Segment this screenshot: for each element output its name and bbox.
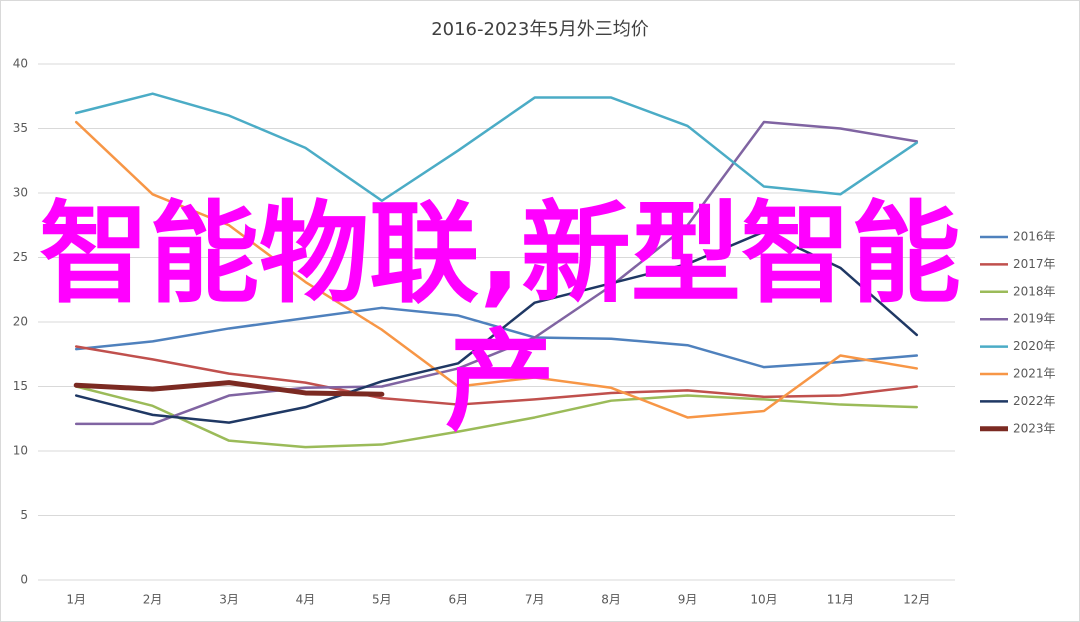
x-tick-label: 8月 xyxy=(601,593,621,607)
y-tick-label: 20 xyxy=(13,315,28,329)
legend-label: 2023年 xyxy=(1013,421,1056,435)
y-tick-label: 10 xyxy=(13,444,28,458)
legend-label: 2019年 xyxy=(1013,312,1056,326)
x-tick-label: 7月 xyxy=(525,593,545,607)
x-tick-label: 4月 xyxy=(296,593,316,607)
x-tick-label: 6月 xyxy=(448,593,468,607)
y-tick-label: 30 xyxy=(13,186,28,200)
x-tick-label: 1月 xyxy=(66,593,86,607)
legend-label: 2016年 xyxy=(1013,230,1056,244)
x-tick-label: 11月 xyxy=(827,593,854,607)
y-tick-label: 25 xyxy=(13,250,28,264)
y-tick-label: 0 xyxy=(20,573,28,587)
y-tick-label: 15 xyxy=(13,379,28,393)
legend-label: 2017年 xyxy=(1013,257,1056,271)
y-tick-label: 40 xyxy=(13,57,28,71)
x-tick-label: 9月 xyxy=(678,593,698,607)
legend-label: 2018年 xyxy=(1013,284,1056,298)
legend-label: 2020年 xyxy=(1013,339,1056,353)
y-tick-label: 5 xyxy=(20,508,28,522)
series-line xyxy=(74,306,919,369)
legend-label: 2022年 xyxy=(1013,394,1056,408)
x-tick-label: 2月 xyxy=(143,593,163,607)
series-line xyxy=(73,380,385,397)
x-tick-label: 5月 xyxy=(372,593,392,607)
series-line xyxy=(74,120,919,419)
series-line xyxy=(74,345,919,406)
chart-title: 2016-2023年5月外三均价 xyxy=(431,19,649,40)
legend-label: 2021年 xyxy=(1013,367,1056,381)
series-line xyxy=(74,120,919,426)
series-line xyxy=(74,92,919,202)
x-tick-label: 12月 xyxy=(903,593,930,607)
overlay-text: 智能物联,新型智能产 xyxy=(39,190,961,446)
series-line xyxy=(74,230,919,424)
y-tick-label: 35 xyxy=(13,121,28,135)
x-tick-label: 10月 xyxy=(750,593,777,607)
x-tick-label: 3月 xyxy=(219,593,239,607)
